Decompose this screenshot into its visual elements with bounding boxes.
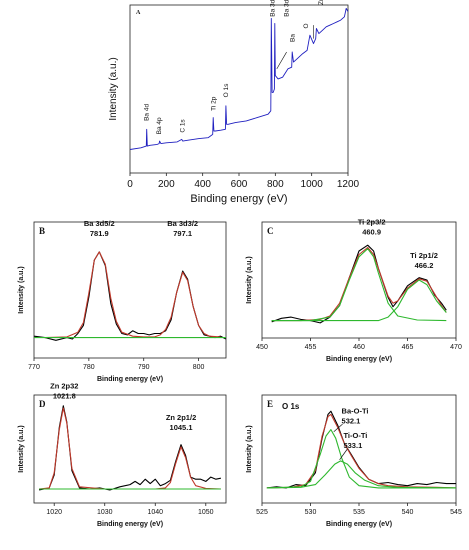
- series-ba-o-ti: [266, 429, 456, 489]
- x-tick-label: 790: [138, 364, 150, 371]
- panel-title: O 1s: [282, 402, 300, 411]
- panel-label: A: [136, 10, 141, 16]
- peak-annotation: Ba 3d 5/2: [270, 0, 277, 17]
- x-axis-label: Binding energy (eV): [326, 356, 392, 363]
- plot-frame: [33, 394, 227, 504]
- y-axis-label: Intensity (a.u.): [18, 425, 25, 472]
- annotation-pointer: [276, 51, 287, 69]
- x-tick-label: 1040: [147, 509, 163, 516]
- peak-value: 533.1: [343, 441, 362, 450]
- series-fit: [44, 251, 221, 339]
- peak-annotation: Ti 2p: [211, 96, 218, 111]
- peak-name: Ti 2p1/2: [410, 251, 438, 260]
- peak-annotation: Zn 2p: [318, 0, 325, 5]
- x-axis-label: Binding energy (eV): [326, 521, 392, 528]
- peak-value: 1045.1: [170, 423, 193, 432]
- peak-value: 797.1: [173, 229, 192, 238]
- plot-frame: [129, 4, 349, 174]
- peak-name: Ba-O-Ti: [342, 406, 369, 415]
- x-tick-label: 400: [194, 179, 211, 190]
- y-axis-label: Intensity (a.u.): [246, 425, 253, 472]
- x-tick-label: 1200: [337, 179, 360, 190]
- x-tick-label: 800: [267, 179, 284, 190]
- panel-c: 450 455 460 465 470 Binding energy (eV) Intens…: [246, 217, 462, 363]
- x-tick-label: 540: [402, 509, 414, 516]
- peak-name: Ba 3d3/2: [167, 219, 198, 228]
- annotation-pointer: [339, 448, 348, 461]
- x-tick-label: 530: [305, 509, 317, 516]
- series-line: [130, 7, 348, 150]
- x-tick-label: 545: [450, 509, 462, 516]
- peak-annotation: O 1s: [223, 83, 230, 97]
- x-tick-label: 465: [402, 344, 414, 351]
- series-fit: [271, 246, 447, 322]
- panel-b: 770 780 790 800 Binding energy (eV) Intensity…: [18, 219, 227, 383]
- panel-e: 525 530 535 540 545 Binding energy (eV) Intens…: [246, 394, 462, 528]
- series-raw: [34, 251, 226, 341]
- x-tick-label: 800: [193, 364, 205, 371]
- x-axis-label: Binding energy (eV): [97, 376, 163, 383]
- y-axis-label: Intensity (a.u.): [18, 266, 25, 313]
- panel-a: 0 200 400 600 800 1000 1200 Binding energy (eV)…: [108, 0, 360, 205]
- x-axis-label: Binding energy (eV): [190, 193, 287, 205]
- peak-name: Ti-O-Ti: [343, 431, 367, 440]
- peak-name: Ti 2p3/2: [358, 217, 386, 226]
- x-tick-label: 0: [127, 179, 133, 190]
- x-tick-label: 470: [450, 344, 462, 351]
- peak-annotation: Ba 4p: [156, 117, 163, 134]
- x-tick-label: 780: [83, 364, 95, 371]
- x-tick-label: 1020: [46, 509, 62, 516]
- x-tick-label: 460: [353, 344, 365, 351]
- x-tick-label: 455: [305, 344, 317, 351]
- x-axis-label: Binding energy (eV): [97, 521, 163, 528]
- plot-frame: [33, 221, 227, 359]
- series-fit: [266, 413, 456, 489]
- panel-label: C: [267, 226, 274, 236]
- series-ti-o-ti: [266, 460, 456, 489]
- peak-value: 466.2: [415, 261, 434, 270]
- y-axis-label: Intensity (a.u.): [246, 256, 253, 303]
- x-tick-label: 450: [256, 344, 268, 351]
- series-component-2: [271, 279, 447, 322]
- peak-name: Zn 2p32: [50, 382, 78, 391]
- peak-annotation: Ba 3d 3/2: [284, 0, 291, 17]
- x-tick-label: 200: [158, 179, 175, 190]
- panel-d: 1020 1030 1040 1050 Binding energy (eV) Inten…: [18, 382, 227, 528]
- panel-label: B: [39, 226, 45, 236]
- annotation-pointer: [333, 423, 343, 432]
- peak-value: 781.9: [90, 229, 109, 238]
- peak-name: Zn 2p1/2: [166, 413, 196, 422]
- panel-label: E: [267, 399, 273, 409]
- x-tick-label: 535: [353, 509, 365, 516]
- x-tick-label: 770: [28, 364, 40, 371]
- x-tick-label: 1000: [301, 179, 324, 190]
- peak-annotation: Ba: [290, 34, 297, 42]
- peak-value: 460.9: [362, 227, 381, 236]
- x-tick-label: 600: [231, 179, 248, 190]
- peak-value: 532.1: [342, 416, 361, 425]
- x-tick-label: 525: [256, 509, 268, 516]
- peak-name: Ba 3d5/2: [84, 219, 115, 228]
- peak-annotation: C 1s: [179, 119, 186, 133]
- peak-annotation: O: [303, 23, 310, 28]
- peak-annotation: Ba 4d: [143, 104, 150, 121]
- y-axis-label: Intensity (a.u.): [108, 57, 119, 120]
- peak-value: 1021.8: [53, 392, 76, 401]
- series-component-1: [271, 248, 447, 322]
- panel-label: D: [39, 399, 46, 409]
- x-tick-label: 1050: [198, 509, 214, 516]
- x-tick-label: 1030: [97, 509, 113, 516]
